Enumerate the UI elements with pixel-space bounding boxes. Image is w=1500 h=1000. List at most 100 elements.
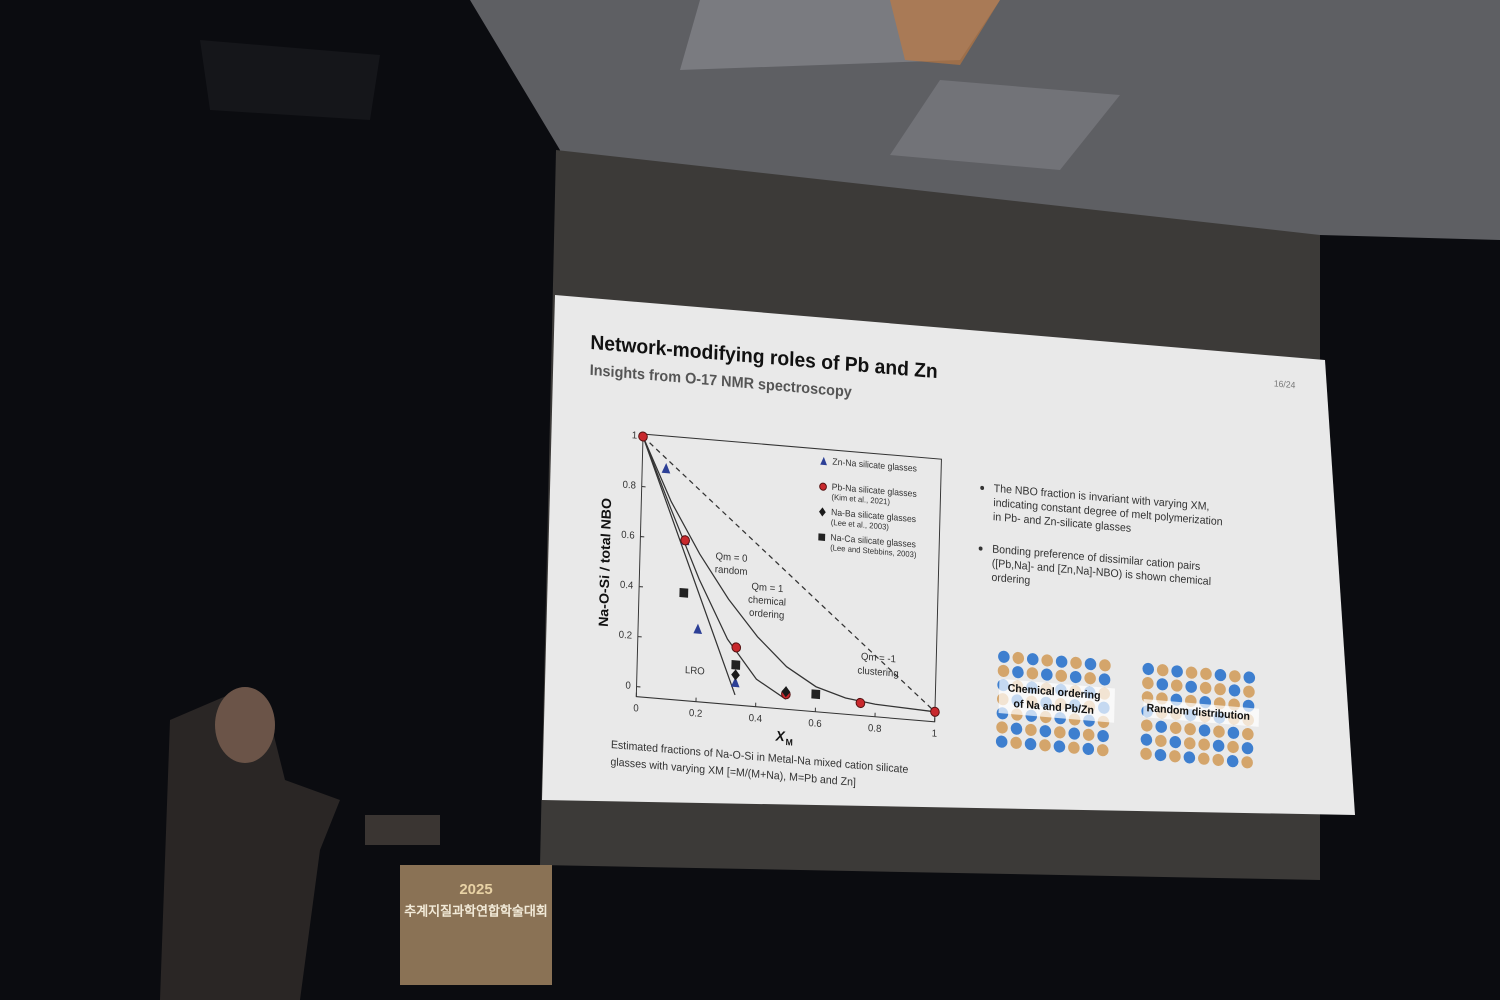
ion-dot <box>1171 665 1183 678</box>
annotation: LRO <box>685 665 705 678</box>
ion-dot <box>1054 726 1066 739</box>
ion-dot <box>995 735 1008 748</box>
ion-dot <box>1198 752 1210 765</box>
y-tick-label: 0.2 <box>619 629 633 641</box>
ion-dot <box>1055 669 1068 682</box>
ion-dot <box>1227 740 1239 754</box>
marker <box>730 676 740 688</box>
ion-dot <box>1039 739 1051 752</box>
ion-dot <box>1185 680 1197 693</box>
ion-dot <box>1198 738 1210 751</box>
ion-dot <box>1242 727 1254 741</box>
marker <box>661 462 671 474</box>
ion-dot <box>998 650 1010 663</box>
ion-dot <box>1183 737 1196 750</box>
x-tick-label: 0.6 <box>808 718 822 730</box>
marker <box>693 623 703 635</box>
ion-dot <box>1099 659 1111 672</box>
plot-frame <box>635 433 942 723</box>
y-tick-label: 0.4 <box>620 579 634 591</box>
marker <box>811 689 821 700</box>
x-tick-label: 0.2 <box>689 708 703 720</box>
panel-label-bg <box>998 678 1115 723</box>
marker <box>731 642 742 653</box>
ion-dot <box>1084 672 1096 685</box>
y-tick-label: 0 <box>625 680 631 692</box>
podium-year: 2025 <box>459 881 492 898</box>
ion-dot <box>1026 653 1039 666</box>
annotation: chemical <box>748 594 786 608</box>
ion-dot <box>1199 681 1212 695</box>
annotation: Qm = -1 <box>861 651 897 665</box>
ion-dot <box>1025 723 1037 737</box>
ion-dot <box>1169 736 1182 749</box>
ion-dot <box>1155 734 1167 747</box>
ion-dot <box>1156 678 1169 691</box>
ion-dot <box>1010 722 1023 735</box>
x-tick-label: 0 <box>633 703 639 715</box>
ion-dot <box>1012 651 1025 665</box>
model-curve <box>642 436 787 700</box>
ion-dot <box>1156 664 1169 677</box>
ion-dot <box>1241 756 1253 769</box>
ion-dot <box>1142 677 1154 690</box>
ion-dot <box>1068 727 1081 740</box>
ion-dot <box>997 664 1010 678</box>
speaker <box>200 40 380 120</box>
ion-dot <box>1141 719 1153 732</box>
y-tick-label: 0.8 <box>622 479 636 491</box>
model-curve <box>642 436 936 713</box>
marker <box>731 660 741 670</box>
ion-dot <box>1140 733 1153 746</box>
ion-dot <box>1200 667 1212 680</box>
ion-dot <box>1243 671 1256 684</box>
annotation: random <box>715 564 748 578</box>
ion-dot <box>1241 742 1254 755</box>
model-curve <box>642 436 736 696</box>
ion-dot <box>1212 739 1225 752</box>
ion-dot <box>1243 685 1255 698</box>
bullet-dot <box>978 546 983 551</box>
marker <box>930 706 940 717</box>
ion-dot <box>1155 720 1168 733</box>
ceiling-panel <box>890 80 1120 170</box>
ion-dot <box>1084 658 1097 671</box>
marker <box>679 587 689 598</box>
ion-dot <box>1041 668 1053 681</box>
ion-dot <box>1184 723 1196 736</box>
marker <box>680 535 690 546</box>
ion-dot <box>1069 670 1082 684</box>
panel-label-bg <box>1143 698 1260 727</box>
x-tick-label: 0.4 <box>749 713 763 725</box>
podium <box>400 865 552 985</box>
marker <box>731 669 740 681</box>
presenter <box>160 690 340 1000</box>
presenter-head <box>215 687 275 763</box>
ion-dot <box>1024 737 1037 751</box>
ion-dot <box>1097 729 1109 743</box>
ion-dot <box>1212 753 1225 766</box>
y-axis-label: Na-O-Si / total NBO <box>595 497 614 627</box>
marker <box>820 456 827 466</box>
ion-dot <box>1082 728 1095 741</box>
x-tick-label: 1 <box>932 728 938 740</box>
ion-dot <box>1140 747 1152 760</box>
ion-dot <box>1096 744 1109 757</box>
x-tick-label: 0.8 <box>868 723 882 735</box>
ion-dot <box>1198 724 1211 737</box>
ceiling-light <box>890 0 1000 65</box>
page-number: 16/24 <box>1274 378 1296 390</box>
ion-dot <box>1228 684 1241 697</box>
y-tick-label: 0.6 <box>621 529 635 541</box>
ion-dot <box>1053 740 1066 753</box>
podium-name: 추계지질과학연합학술대회 <box>404 903 548 918</box>
ion-dot <box>1185 666 1198 679</box>
ion-dot <box>1068 741 1080 754</box>
x-axis-label-sub: M <box>785 737 792 748</box>
y-tick-label: 1 <box>632 430 638 442</box>
annotation: clustering <box>857 665 898 680</box>
bullet-dot <box>980 485 985 490</box>
ion-dot <box>1170 679 1183 692</box>
